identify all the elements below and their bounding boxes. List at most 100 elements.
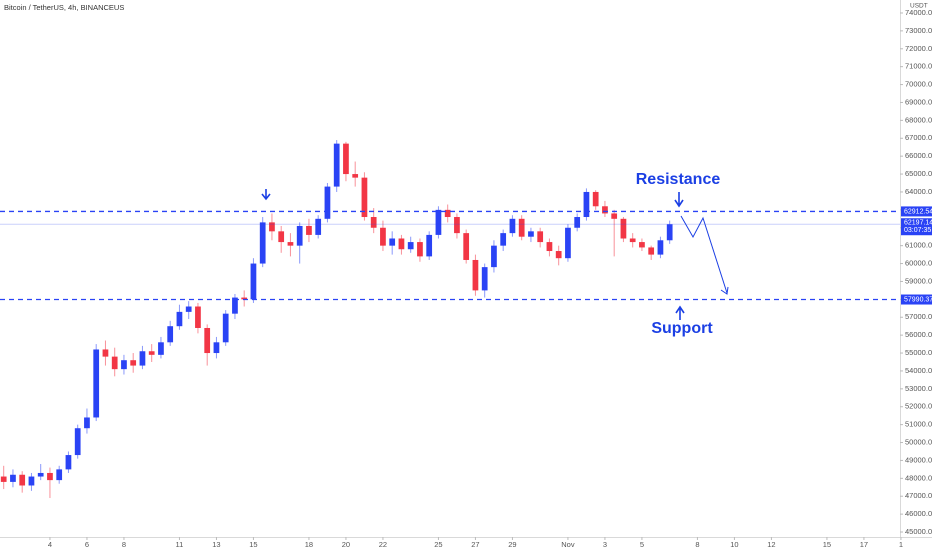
- candle-body: [481, 267, 488, 291]
- candle-body: [592, 191, 599, 207]
- y-tick-label: 53000.00: [905, 384, 932, 393]
- candle-body: [213, 342, 220, 354]
- candle-body: [259, 222, 266, 264]
- y-tick-label: 55000.00: [905, 348, 932, 357]
- x-tick-label: Nov: [561, 540, 575, 549]
- x-tick-label: 12: [767, 540, 775, 549]
- candle-body: [491, 245, 497, 268]
- chart-title: Bitcoin / TetherUS, 4h, BINANCEUS: [4, 3, 124, 12]
- support-arrow: [675, 305, 685, 320]
- candle-body: [389, 238, 396, 246]
- candle-body: [287, 242, 294, 246]
- candle-body: [426, 234, 433, 257]
- x-tick-label: 13: [212, 540, 220, 549]
- candle-body: [195, 306, 201, 328]
- y-tick-label: 73000.00: [905, 26, 932, 35]
- candle-body: [84, 417, 90, 429]
- candle-body: [620, 218, 627, 239]
- candle-body: [435, 209, 442, 235]
- y-tick-label: 59000.00: [905, 276, 932, 285]
- candle-body: [352, 174, 359, 178]
- y-tick-label: 74000.00: [905, 8, 932, 17]
- candle-body: [65, 455, 72, 470]
- candle-body: [176, 311, 183, 327]
- candle-body: [185, 306, 192, 312]
- candle-body: [19, 474, 26, 486]
- candle-body: [306, 225, 312, 235]
- candle-body: [565, 227, 571, 259]
- x-tick-label: 20: [342, 540, 350, 549]
- x-tick-label: 8: [695, 540, 699, 549]
- candle-body: [102, 349, 109, 357]
- level-label: 62912.54: [904, 208, 932, 215]
- candle-body: [407, 242, 414, 250]
- y-tick-label: 65000.00: [905, 169, 932, 178]
- candle-body: [555, 251, 562, 259]
- y-tick-label: 61000.00: [905, 241, 932, 250]
- y-tick-label: 45000.00: [905, 527, 932, 536]
- x-tick-label: 10: [730, 540, 738, 549]
- x-tick-label: 4: [48, 540, 52, 549]
- y-tick-label: 70000.00: [905, 80, 932, 89]
- x-tick-label: 25: [434, 540, 442, 549]
- level-box: [901, 294, 932, 305]
- x-tick-label: 15: [823, 540, 831, 549]
- candle-body: [639, 242, 645, 248]
- candle-body: [158, 342, 164, 355]
- price-unit: USDT: [910, 3, 928, 10]
- candle-body: [537, 231, 544, 243]
- last-price-label: 62197.14: [904, 220, 932, 227]
- candle-body: [28, 476, 35, 486]
- level-label: 57990.37: [904, 296, 932, 303]
- candle-body: [602, 206, 608, 214]
- x-tick-label: 1: [899, 540, 903, 549]
- candle-body: [574, 217, 581, 228]
- y-tick-label: 51000.00: [905, 420, 932, 429]
- candle-body: [167, 326, 174, 343]
- y-tick-label: 56000.00: [905, 330, 932, 339]
- candle-body: [500, 233, 507, 246]
- candle-body: [648, 247, 655, 255]
- y-tick-label: 64000.00: [905, 187, 932, 196]
- y-tick-label: 72000.00: [905, 44, 932, 53]
- candle-body: [47, 472, 53, 481]
- candle-body: [398, 238, 405, 250]
- candle-body: [74, 428, 81, 456]
- candle-body: [528, 231, 534, 237]
- candle-body: [333, 143, 340, 187]
- candle-body: [111, 356, 118, 370]
- plot: [0, 140, 900, 499]
- y-tick-label: 66000.00: [905, 151, 932, 160]
- candle-body: [315, 218, 322, 235]
- candle-body: [56, 469, 63, 481]
- pivot-arrow: [261, 189, 271, 201]
- candle-body: [629, 238, 636, 243]
- candle-body: [666, 224, 673, 241]
- y-tick-label: 47000.00: [905, 491, 932, 500]
- candle-body: [657, 240, 664, 255]
- x-tick-label: 15: [249, 540, 257, 549]
- candle-body: [518, 218, 525, 237]
- x-tick-label: 17: [860, 540, 868, 549]
- candle-body: [278, 231, 285, 243]
- last-price-box: [901, 218, 932, 236]
- resistance-arrow: [674, 192, 684, 208]
- y-tick-label: 48000.00: [905, 473, 932, 482]
- candle-body: [232, 297, 238, 314]
- candle-body: [121, 360, 127, 370]
- candle-body: [222, 313, 229, 343]
- candle-body: [241, 297, 248, 300]
- x-tick-label: 8: [122, 540, 126, 549]
- candle-body: [250, 263, 257, 300]
- candle-body: [139, 351, 146, 366]
- candle-body: [380, 227, 386, 246]
- x-tick-label: 11: [176, 540, 184, 549]
- annotation: Support: [651, 320, 713, 337]
- x-tick-label: 29: [508, 540, 516, 549]
- y-tick-label: 50000.00: [905, 438, 932, 447]
- x-tick-label: 5: [640, 540, 644, 549]
- candle-body: [0, 476, 7, 482]
- candle-body: [472, 259, 479, 291]
